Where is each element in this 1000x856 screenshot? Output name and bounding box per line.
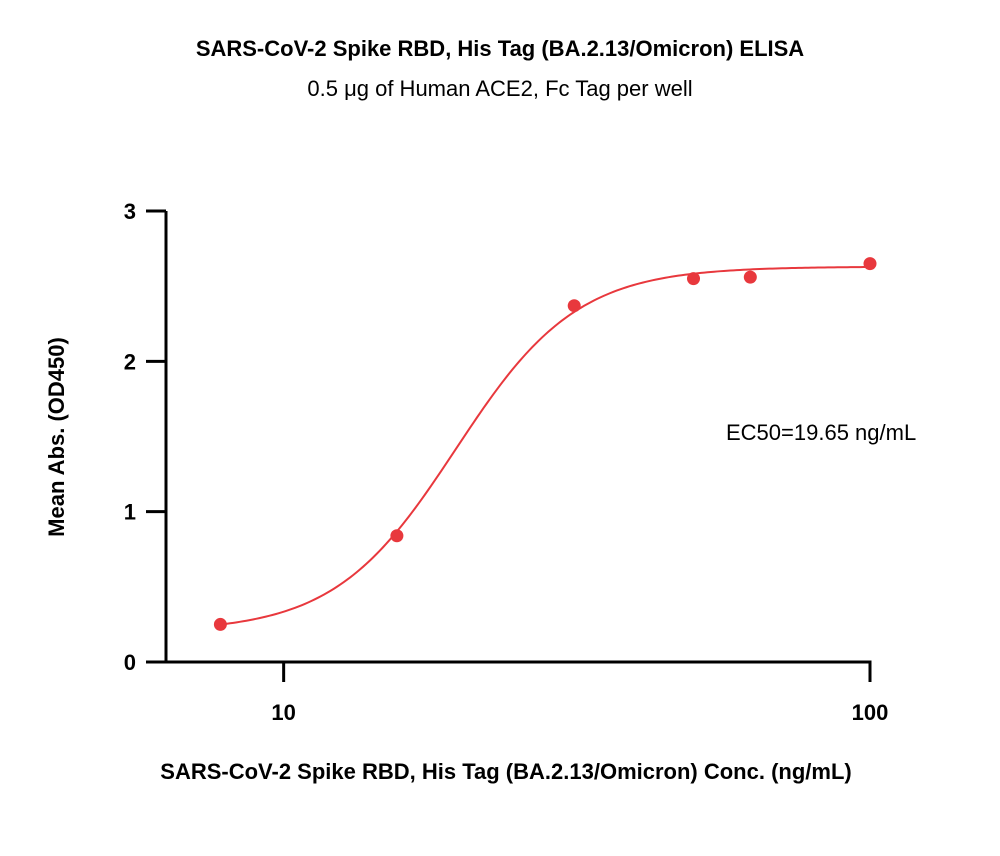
x-ticks: 10 100 <box>271 662 888 725</box>
x-axis-label: SARS-CoV-2 Spike RBD, His Tag (BA.2.13/O… <box>160 759 851 784</box>
x-tick-label: 100 <box>852 700 889 725</box>
fit-curve <box>220 266 871 626</box>
data-point <box>743 270 757 284</box>
data-point <box>686 272 700 286</box>
data-point <box>863 257 877 271</box>
data-point <box>390 529 404 543</box>
y-tick-label: 0 <box>124 650 136 675</box>
x-tick-label: 10 <box>271 700 295 725</box>
chart-title: SARS-CoV-2 Spike RBD, His Tag (BA.2.13/O… <box>195 36 805 61</box>
y-axis-label: Mean Abs. (OD450) <box>44 337 69 537</box>
y-tick-label: 1 <box>124 500 136 525</box>
data-point <box>213 617 227 631</box>
data-points <box>213 257 877 631</box>
ec50-annotation: EC50=19.65 ng/mL <box>726 420 916 445</box>
y-tick-label: 2 <box>124 349 136 374</box>
y-tick-label: 3 <box>124 199 136 224</box>
data-point <box>567 299 581 313</box>
y-ticks: 0 1 2 3 <box>124 199 166 675</box>
chart-subtitle: 0.5 μg of Human ACE2, Fc Tag per well <box>307 76 693 101</box>
